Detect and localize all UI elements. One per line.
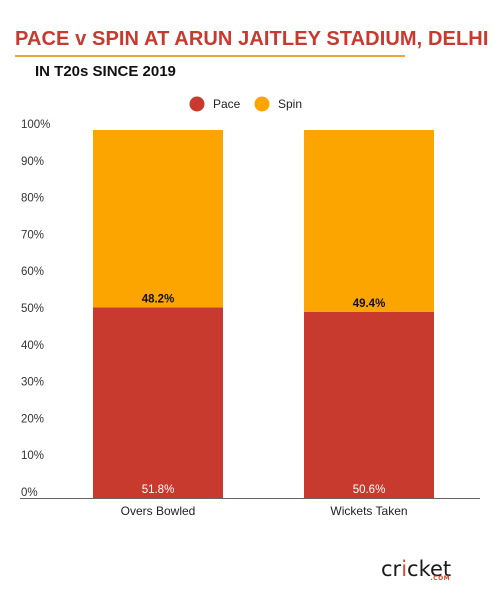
chart-subtitle: IN T20s SINCE 2019 <box>35 63 176 80</box>
legend-label-pace: Pace <box>213 97 241 111</box>
data-label-spin: 48.2% <box>142 293 175 305</box>
chart-title: PACE v SPIN AT ARUN JAITLEY STADIUM, DEL… <box>15 28 489 50</box>
y-tick-label: 10% <box>21 450 44 462</box>
data-label-pace: 50.6% <box>353 484 386 496</box>
x-category-label: Overs Bowled <box>121 504 196 518</box>
title-underline <box>15 55 405 57</box>
y-tick-label: 70% <box>21 229 44 241</box>
data-label-spin: 49.4% <box>353 298 386 310</box>
y-tick-label: 40% <box>21 340 44 352</box>
x-category-label: Wickets Taken <box>330 504 407 518</box>
y-tick-label: 100% <box>21 119 50 131</box>
y-tick-label: 80% <box>21 193 44 205</box>
y-tick-label: 0% <box>21 487 38 499</box>
y-tick-label: 90% <box>21 156 44 168</box>
legend-label-spin: Spin <box>278 97 302 111</box>
cricket-com-logo: cricket .COM <box>381 557 452 582</box>
y-tick-label: 60% <box>21 266 44 278</box>
bar-pace-1 <box>93 307 223 498</box>
bar-spin-1 <box>93 130 223 308</box>
bar-spin-2 <box>304 130 434 312</box>
legend-swatch-spin <box>254 96 270 112</box>
bar-pace-2 <box>304 311 434 498</box>
legend-swatch-pace <box>189 96 205 112</box>
y-tick-label: 30% <box>21 377 44 389</box>
data-label-pace: 51.8% <box>142 484 175 496</box>
y-tick-label: 50% <box>21 303 44 315</box>
y-tick-label: 20% <box>21 413 44 425</box>
